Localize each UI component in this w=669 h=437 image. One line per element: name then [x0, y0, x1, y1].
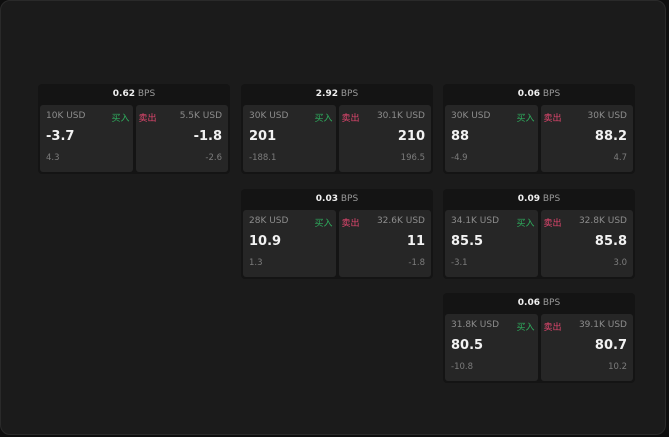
sell-label: 卖出 [543, 323, 562, 333]
sell-change: -2.6 [205, 153, 222, 163]
buy-price: 88 [451, 129, 470, 144]
spread-unit: BPS [542, 194, 561, 204]
spread-header: 2.92 BPS [241, 84, 433, 105]
sell-change: 4.7 [613, 153, 627, 163]
buy-change: 1.3 [249, 258, 263, 268]
buy-tile[interactable]: 30K USD 买入 88 -4.9 [445, 105, 538, 172]
buy-price: -3.7 [46, 129, 75, 144]
spread-value: 0.09 [517, 194, 540, 204]
buy-tile[interactable]: 30K USD 买入 201 -188.1 [243, 105, 336, 172]
quote-card: 0.06 BPS 31.8K USD 买入 80.5 -10.8 卖出 39.1… [443, 293, 635, 383]
spread-unit: BPS [340, 194, 359, 204]
buy-label: 买入 [516, 114, 535, 124]
sell-price: 210 [397, 129, 425, 144]
sell-price: 85.8 [594, 234, 627, 249]
sell-label: 卖出 [341, 114, 360, 124]
buy-price: 10.9 [249, 234, 282, 249]
buy-size: 30K USD [451, 111, 491, 121]
sell-change: 10.2 [608, 362, 627, 372]
buy-tile[interactable]: 34.1K USD 买入 85.5 -3.1 [445, 210, 538, 277]
quote-card: 0.62 BPS 10K USD 买入 -3.7 4.3 卖出 5.5K USD… [38, 84, 230, 174]
quote-card: 0.06 BPS 30K USD 买入 88 -4.9 卖出 30K USD 8… [443, 84, 635, 174]
sell-change: -1.8 [408, 258, 425, 268]
sell-label: 卖出 [543, 114, 562, 124]
buy-change: -4.9 [451, 153, 468, 163]
buy-tile[interactable]: 28K USD 买入 10.9 1.3 [243, 210, 336, 277]
sell-price: 11 [406, 234, 425, 249]
sell-price: -1.8 [193, 129, 222, 144]
spread-header: 0.62 BPS [38, 84, 230, 105]
sell-size: 32.8K USD [578, 216, 627, 226]
spread-value: 0.62 [112, 89, 135, 99]
buy-price: 201 [249, 129, 277, 144]
spread-unit: BPS [542, 298, 561, 308]
sell-label: 卖出 [138, 114, 157, 124]
buy-size: 28K USD [249, 216, 289, 226]
buy-label: 买入 [111, 114, 130, 124]
sell-size: 32.6K USD [376, 216, 425, 226]
buy-size: 30K USD [249, 111, 289, 121]
spread-header: 0.03 BPS [241, 189, 433, 210]
spread-header: 0.06 BPS [443, 293, 635, 314]
spread-unit: BPS [137, 89, 156, 99]
buy-size: 10K USD [46, 111, 86, 121]
sell-label: 卖出 [341, 219, 360, 229]
sell-size: 30K USD [587, 111, 627, 121]
sell-tile[interactable]: 卖出 30K USD 88.2 4.7 [540, 105, 633, 172]
sell-change: 196.5 [400, 153, 425, 163]
sell-size: 5.5K USD [179, 111, 222, 121]
spread-value: 0.03 [315, 194, 338, 204]
buy-change: -3.1 [451, 258, 468, 268]
buy-price: 85.5 [451, 234, 484, 249]
spread-header: 0.09 BPS [443, 189, 635, 210]
spread-value: 0.06 [517, 298, 540, 308]
buy-label: 买入 [314, 219, 333, 229]
buy-change: -188.1 [249, 153, 277, 163]
quote-card: 0.09 BPS 34.1K USD 买入 85.5 -3.1 卖出 32.8K… [443, 189, 635, 279]
buy-label: 买入 [516, 323, 535, 333]
sell-price: 88.2 [594, 129, 627, 144]
sell-tile[interactable]: 卖出 32.6K USD 11 -1.8 [338, 210, 431, 277]
buy-tile[interactable]: 10K USD 买入 -3.7 4.3 [40, 105, 133, 172]
quote-card: 0.03 BPS 28K USD 买入 10.9 1.3 卖出 32.6K US… [241, 189, 433, 279]
buy-change: -10.8 [451, 362, 473, 372]
sell-change: 3.0 [613, 258, 627, 268]
buy-tile[interactable]: 31.8K USD 买入 80.5 -10.8 [445, 314, 538, 381]
buy-change: 4.3 [46, 153, 60, 163]
sell-tile[interactable]: 卖出 32.8K USD 85.8 3.0 [540, 210, 633, 277]
quote-card: 2.92 BPS 30K USD 买入 201 -188.1 卖出 30.1K … [241, 84, 433, 174]
spread-value: 0.06 [517, 89, 540, 99]
spread-header: 0.06 BPS [443, 84, 635, 105]
sell-tile[interactable]: 卖出 30.1K USD 210 196.5 [338, 105, 431, 172]
spread-unit: BPS [542, 89, 561, 99]
sell-size: 30.1K USD [376, 111, 425, 121]
sell-price: 80.7 [594, 338, 627, 353]
spread-value: 2.92 [315, 89, 338, 99]
sell-size: 39.1K USD [578, 320, 627, 330]
sell-label: 卖出 [543, 219, 562, 229]
spread-unit: BPS [340, 89, 359, 99]
buy-label: 买入 [516, 219, 535, 229]
buy-price: 80.5 [451, 338, 484, 353]
sell-tile[interactable]: 卖出 39.1K USD 80.7 10.2 [540, 314, 633, 381]
buy-size: 31.8K USD [451, 320, 500, 330]
sell-tile[interactable]: 卖出 5.5K USD -1.8 -2.6 [135, 105, 228, 172]
buy-label: 买入 [314, 114, 333, 124]
buy-size: 34.1K USD [451, 216, 500, 226]
